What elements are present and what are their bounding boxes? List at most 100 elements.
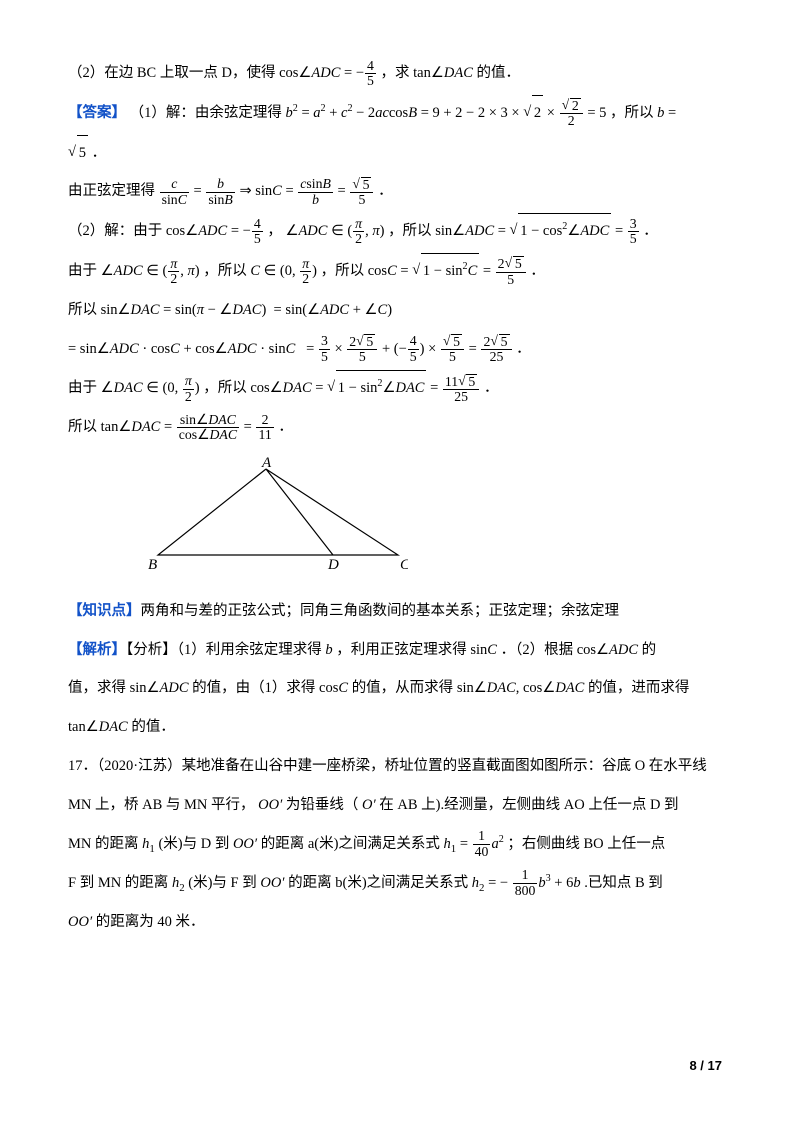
math-tanDAC: tan∠DAC — [413, 65, 473, 81]
math-sinDAC-cosDAC: sin∠DAC, cos∠DAC — [457, 680, 585, 696]
text: ． — [484, 380, 499, 396]
math-sinADC: sin∠ADC — [130, 680, 189, 696]
q17-line4: F 到 MN 的距离 h2 (米)与 F 到 OO′ 的距离 b(米)之间满足关… — [68, 866, 726, 901]
math: sin∠ADC = 1 − cos2∠ADC = 35 — [435, 223, 639, 239]
sine-rule-line: 由正弦定理得 csinC = bsinB ⇒ sinC = csinBb = 5… — [68, 174, 726, 209]
math: ∠ADC ∈ (π2, π) — [101, 263, 200, 279]
analysis-line1: 【解析】【分析】（1）利用余弦定理求得 b ，利用正弦定理求得 sinC ．（2… — [68, 633, 726, 668]
q17-line3: MN 的距离 h1 (米)与 D 到 OO′ 的距离 a(米)之间满足关系式 h… — [68, 827, 726, 862]
jx-label: 【解析】 — [68, 642, 126, 658]
text: 的距离为 40 米． — [96, 914, 205, 930]
q17-line5: OO′ 的距离为 40 米． — [68, 905, 726, 940]
math-cosADC: cos∠ADC — [577, 642, 638, 658]
math-OOp: OO′ — [258, 797, 282, 813]
text: F 到 MN 的距离 — [68, 875, 172, 891]
math: tan∠DAC = sin∠DACcos∠DAC = 211 — [101, 419, 275, 435]
triangle-diagram: A B D C — [148, 457, 726, 586]
text: (米)与 D 到 — [158, 836, 233, 852]
text: 所以 — [68, 419, 101, 435]
page-total: 17 — [708, 1058, 722, 1073]
text: 【分析】（1）利用余弦定理求得 — [126, 642, 325, 658]
text: 在 AB 上).经测量，左侧曲线 AO 上任一点 D 到 — [379, 797, 678, 813]
question-part-2: （2）在边 BC 上取一点 D，使得 cos∠ADC = −45 ，求 tan∠… — [68, 56, 726, 91]
text: .已知点 B 到 — [584, 875, 663, 891]
text: （2）在边 BC 上取一点 D，使得 — [68, 65, 279, 81]
kp-text: 两角和与差的正弦公式；同角三角函数间的基本关系；正弦定理；余弦定理 — [141, 603, 620, 619]
text: ． — [516, 341, 531, 357]
math-h1-eq: h1 = 140a2 — [444, 836, 504, 852]
kp-label: 【知识点】 — [68, 603, 141, 619]
math: cosC = 1 − sin2C = 255 — [368, 263, 527, 279]
solution-2-line2: 由于 ∠ADC ∈ (π2, π) ，所以 C ∈ (0, π2) ，所以 co… — [68, 253, 726, 289]
triangle-svg: A B D C — [148, 457, 408, 572]
math-sinC: sinC — [470, 642, 497, 658]
text: ；右侧曲线 BO 上任一点 — [507, 836, 665, 852]
text: 的值，从而求得 — [348, 680, 457, 696]
page-current: 8 — [689, 1058, 696, 1073]
q17-line1: 17．（2020·江苏）某地准备在山谷中建一座桥梁，桥址位置的竖直截面图如图所示… — [68, 749, 726, 784]
text: 的距离 b(米)之间满足关系式 — [288, 875, 472, 891]
text: ． — [530, 263, 545, 279]
text: 值，求得 — [68, 680, 130, 696]
text: 的值，由（1）求得 — [189, 680, 320, 696]
math: sin∠DAC = sin(π − ∠DAC) = sin(∠ADC + ∠C) — [101, 302, 392, 318]
analysis-line3: tan∠DAC 的值． — [68, 710, 726, 745]
text: ． — [278, 419, 293, 435]
text: 的 — [638, 642, 656, 658]
math-tanDAC2: tan∠DAC — [68, 719, 128, 735]
text: 所以 — [68, 302, 101, 318]
answer-cont: 5 ． — [68, 135, 726, 171]
math-cosine-rule: b2 = a2 + c2 − 2accosB = 9 + 2 − 2 × 3 ×… — [286, 105, 607, 121]
svg-text:A: A — [261, 457, 272, 471]
text: ，所以 — [610, 105, 657, 121]
text: MN 的距离 — [68, 836, 142, 852]
math: cos∠ADC = −45 — [166, 223, 264, 239]
text: 由于 — [68, 263, 101, 279]
text: (米)与 F 到 — [188, 875, 260, 891]
page-sep: / — [697, 1058, 708, 1073]
q17-line2: MN 上，桥 AB 与 MN 平行， OO′ 为铅垂线（ O′ 在 AB 上).… — [68, 788, 726, 823]
text: ，求 — [381, 65, 414, 81]
svg-text:C: C — [400, 557, 408, 572]
text: 17．（2020·江苏）某地准备在山谷中建一座桥梁，桥址位置的竖直截面图如图所示… — [68, 758, 707, 774]
math-OOp: OO′ — [260, 875, 284, 891]
math-cosADC-eq: cos∠ADC = −45 — [279, 65, 377, 81]
math-sqrt5: 5 — [68, 145, 88, 161]
text: ． — [378, 183, 393, 199]
math-b-eq: b = — [657, 105, 676, 121]
answer-label: 【答案】 — [68, 105, 126, 121]
text: （1）解：由余弦定理得 — [130, 105, 286, 121]
text: MN 上，桥 AB 与 MN 平行， — [68, 797, 255, 813]
text: 的值． — [128, 719, 175, 735]
answer-block: 【答案】 （1）解：由余弦定理得 b2 = a2 + c2 − 2accosB … — [68, 95, 726, 131]
text: ，所以 — [388, 223, 435, 239]
math: cos∠DAC = 1 − sin2∠DAC = 11525 — [250, 380, 480, 396]
text: ，所以 — [203, 380, 250, 396]
math-b: b — [325, 642, 332, 658]
text: ， — [267, 223, 285, 239]
math-h2-eq: h2 = − 1800b3 + 6b — [472, 875, 581, 891]
math-Op: O′ — [362, 797, 376, 813]
svg-text:B: B — [148, 557, 157, 572]
solution-2-line1: （2）解：由于 cos∠ADC = −45 ， ∠ADC ∈ (π2, π) ，… — [68, 213, 726, 249]
math: C ∈ (0, π2) — [250, 263, 317, 279]
text: ，所以 — [321, 263, 368, 279]
math-cosC: cosC — [319, 680, 348, 696]
math-OOp: OO′ — [233, 836, 257, 852]
text: ，所以 — [203, 263, 250, 279]
text: ．（2）根据 — [497, 642, 577, 658]
analysis-line2: 值，求得 sin∠ADC 的值，由（1）求得 cosC 的值，从而求得 sin∠… — [68, 671, 726, 706]
math: ∠ADC ∈ (π2, π) — [285, 223, 384, 239]
math-sine-rule: csinC = bsinB ⇒ sinC = csinBb = 55 — [159, 183, 375, 199]
text: ． — [92, 145, 107, 161]
text: 的值． — [477, 65, 521, 81]
text: 的值，进而求得 — [584, 680, 689, 696]
solution-2-line3: 所以 sin∠DAC = sin(π − ∠DAC) = sin(∠ADC + … — [68, 293, 726, 328]
math-OOp: OO′ — [68, 914, 92, 930]
math: ∠DAC ∈ (0, π2) — [101, 380, 200, 396]
page-number: 8 / 17 — [689, 1050, 722, 1081]
text: ． — [643, 223, 658, 239]
text: ，利用正弦定理求得 — [333, 642, 471, 658]
text: 为铅垂线（ — [286, 797, 359, 813]
solution-2-line4: = sin∠ADC · cosC + cos∠ADC · sinC = 35 ×… — [68, 332, 726, 367]
